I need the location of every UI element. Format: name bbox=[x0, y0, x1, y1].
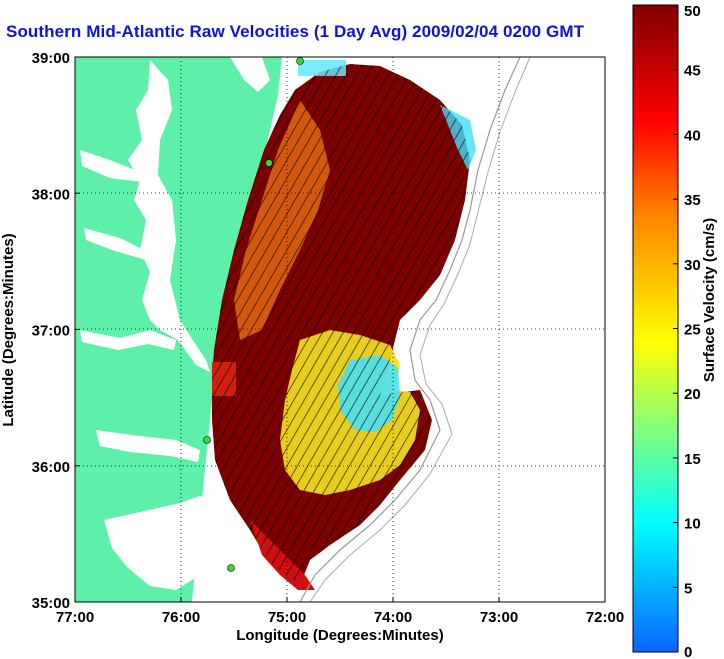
bathymetry-contour bbox=[299, 57, 521, 602]
colorbar-tick-label: 35 bbox=[684, 192, 701, 209]
x-tick-label: 74:00 bbox=[374, 609, 412, 626]
pamlico-sound bbox=[104, 496, 214, 590]
velocity-arrows bbox=[212, 64, 470, 585]
radar-site-marker[interactable] bbox=[203, 436, 211, 444]
colorbar-tick-label: 45 bbox=[684, 63, 701, 80]
x-tick-label: 77:00 bbox=[56, 609, 94, 626]
colorbar-label: Surface Velocity (cm/s) bbox=[701, 218, 718, 382]
colorbar-tick-label: 20 bbox=[684, 386, 701, 403]
colorbar-tick-label: 40 bbox=[684, 127, 701, 144]
map-title: Southern Mid-Atlantic Raw Velocities (1 … bbox=[6, 22, 585, 41]
grid-lines bbox=[75, 57, 605, 602]
y-tick-label: 36:00 bbox=[32, 459, 70, 476]
x-tick-label: 72:00 bbox=[586, 609, 624, 626]
colorbar-tick-label: 15 bbox=[684, 451, 701, 468]
x-tick-label: 73:00 bbox=[480, 609, 518, 626]
x-tick-label: 75:00 bbox=[268, 609, 306, 626]
y-tick-label: 35:00 bbox=[32, 595, 70, 612]
colorbar-tick-label: 10 bbox=[684, 516, 701, 533]
colorbar-tick-label: 5 bbox=[684, 580, 692, 597]
y-tick-label: 39:00 bbox=[32, 50, 70, 67]
colorbar-tick-label: 50 bbox=[684, 3, 701, 20]
colorbar-tick-label: 25 bbox=[684, 322, 701, 339]
rappahannock-river bbox=[84, 228, 148, 260]
x-tick-label: 76:00 bbox=[162, 609, 200, 626]
bathymetry-contour bbox=[309, 57, 531, 602]
x-axis-label: Longitude (Degrees:Minutes) bbox=[236, 627, 444, 644]
radar-site-marker[interactable] bbox=[296, 57, 304, 65]
y-axis-label: Latitude (Degrees:Minutes) bbox=[0, 233, 17, 426]
delaware-bay bbox=[230, 57, 270, 92]
james-river bbox=[80, 330, 176, 350]
colorbar-tick-label: 30 bbox=[684, 257, 701, 274]
radar-site-marker[interactable] bbox=[265, 159, 273, 167]
radar-site-marker[interactable] bbox=[227, 564, 235, 572]
colorbar bbox=[632, 4, 679, 653]
colorbar-tick-label: 0 bbox=[684, 644, 692, 659]
potomac-river bbox=[80, 150, 142, 182]
albemarle-sound bbox=[96, 430, 200, 462]
y-tick-label: 37:00 bbox=[32, 323, 70, 340]
y-tick-label: 38:00 bbox=[32, 186, 70, 203]
chesapeake-bay bbox=[128, 60, 210, 372]
